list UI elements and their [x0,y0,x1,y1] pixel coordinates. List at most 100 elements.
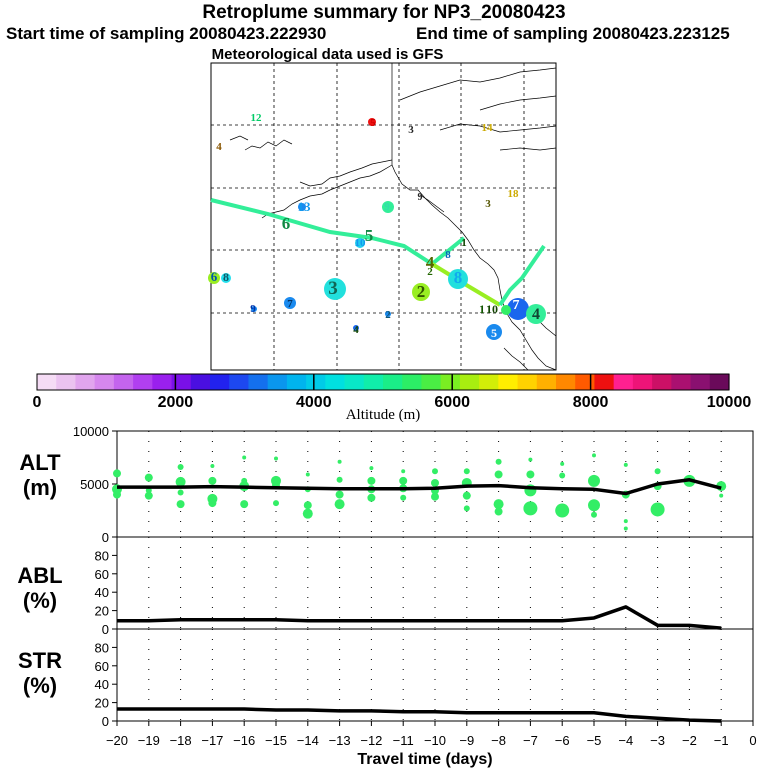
scatter-point [463,468,470,475]
plume-circle [298,203,306,211]
colorbar-swatch [536,374,557,390]
scatter-point [588,499,600,512]
colorbar-swatch [709,374,730,390]
panel-label-unit: (%) [23,673,57,698]
x-tick-label: −1 [714,733,729,748]
colorbar-swatch [75,374,96,390]
colorbar-frame [36,373,730,391]
x-tick-label: −7 [523,733,538,748]
colorbar-swatch [613,374,634,390]
colorbar-swatch [306,374,326,390]
colorbar-swatch [671,374,692,390]
colorbar-swatch [152,374,173,390]
colorbar-tick-label: 4000 [296,394,332,411]
scatter-point [208,499,217,508]
colorbar-swatch [94,374,115,390]
scatter-point [560,461,565,466]
y-tick-label: 5000 [80,477,109,492]
x-tick-label: −8 [491,733,506,748]
scatter-point [623,526,628,531]
y-tick-label: 20 [95,604,109,619]
map-label: 2 [427,266,433,278]
map-label: 18 [508,188,520,200]
y-tick-label: 0 [102,530,109,545]
scatter-point [177,464,184,471]
panel-frame [116,536,754,630]
colorbar-swatch [479,374,499,390]
track-segment [430,236,466,266]
colorbar-swatch [37,374,57,390]
map-label: 1 [461,237,467,249]
scatter-point [337,459,342,464]
track-segment [430,262,502,307]
map-label: 14 [482,122,494,134]
map-label: 5 [370,117,376,129]
y-tick-label: 40 [95,585,109,600]
x-tick-label: −18 [170,733,192,748]
scatter-point [367,476,376,485]
colorbar-swatch [459,374,480,390]
plume-circle [526,304,546,324]
scatter-point [305,472,310,477]
x-tick-label: −19 [138,733,160,748]
scatter-point [274,456,278,461]
y-tick-label: 80 [95,640,109,655]
colorbar-swatch [594,374,615,390]
map-label: 9 [418,192,423,203]
panel-label: ABL [17,563,62,588]
colorbar-swatch [575,374,596,390]
colorbar-swatch [652,374,672,390]
y-tick-label: 80 [95,548,109,563]
colorbar-tick-label: 10000 [707,394,752,411]
y-tick-label: 10000 [73,424,109,439]
colorbar-swatch [210,374,230,390]
map-label: 8 [223,270,229,284]
scatter-point [210,463,215,468]
x-tick-label: −15 [265,733,287,748]
scatter-point [431,478,439,487]
colorbar-swatch [363,374,384,390]
scatter-point [113,469,121,478]
plume-circle [221,273,231,283]
colorbar-swatch [440,374,461,390]
colorbar-swatch [325,374,346,390]
scatter-point [431,492,439,501]
map-label: 9 [384,201,390,213]
scatter-point [367,493,376,502]
x-tick-label: −3 [650,733,665,748]
map-label: 2 [417,282,426,301]
scatter-point [588,474,600,487]
colorbar-swatch [113,374,134,390]
scatter-point [526,470,535,479]
colorbar-swatch [171,374,192,390]
colorbar-swatch [190,374,211,390]
scatter-point [144,491,153,500]
x-tick-label: −9 [459,733,474,748]
scatter-point [623,519,628,524]
scatter-point [495,458,502,465]
x-tick-label: −4 [618,733,633,748]
scatter-point [401,469,406,474]
x-tick-label: −17 [201,733,223,748]
map-label: 1 [479,302,485,316]
scatter-point [240,500,249,509]
series-line [117,605,722,630]
map-label: 2 [385,309,391,321]
plume-circle [501,305,511,315]
plume-circle [368,118,376,126]
colorbar-tick-label: 8000 [573,394,609,411]
map-label: 7 [513,298,520,313]
y-tick-label: 20 [95,696,109,711]
plume-circle [251,306,257,312]
scatter-point [369,466,374,471]
colorbar-swatch [632,374,653,390]
colorbar-swatch [229,374,250,390]
scatter-point [302,508,313,519]
colorbar-swatch [383,374,403,390]
scatter-point [334,499,345,510]
y-tick-label: 60 [95,659,109,674]
y-tick-label: 0 [102,622,109,637]
map-label: 5 [491,326,497,340]
x-tick-label: −10 [424,733,446,748]
